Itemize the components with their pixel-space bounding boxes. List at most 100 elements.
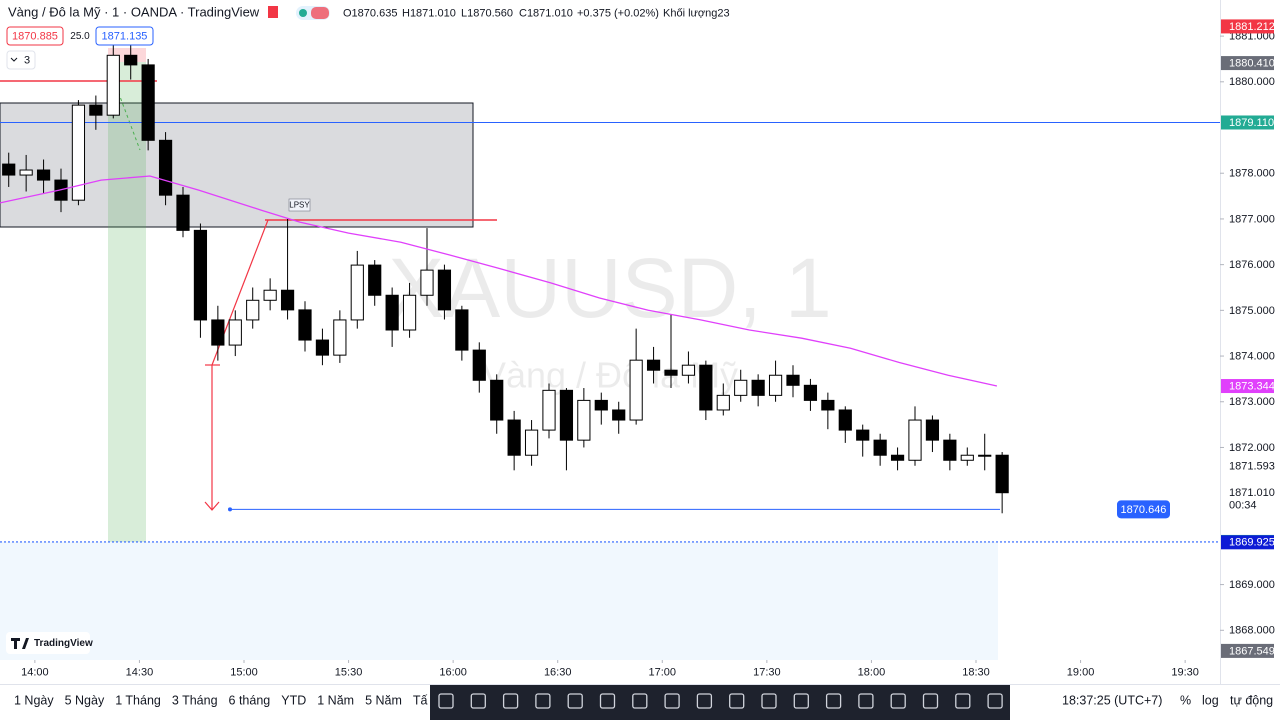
candle-body	[71, 104, 86, 201]
candle-body	[36, 169, 51, 181]
ask[interactable]: 1871.135	[102, 30, 148, 42]
x-tick-label: 18:00	[858, 666, 886, 678]
price-tag	[1221, 115, 1274, 130]
range-button[interactable]: 1 Ngày	[14, 693, 54, 707]
range-button[interactable]: YTD	[281, 693, 306, 707]
range-button[interactable]: 3 Tháng	[172, 693, 218, 707]
bid[interactable]: 1870.885	[12, 30, 58, 42]
symbol-title: Vàng / Đô la Mỹ · 1 · OANDA · TradingVie…	[8, 4, 260, 19]
candle-body	[124, 54, 138, 66]
candle-body	[995, 454, 1009, 494]
range-button[interactable]: 6 tháng	[229, 693, 271, 707]
candle-body	[803, 384, 818, 401]
ohlc-close: C1871.010	[519, 7, 573, 19]
x-tick-label: 15:00	[230, 666, 258, 678]
range-box	[0, 102, 474, 228]
range-button[interactable]: 5 Ngày	[65, 693, 105, 707]
tool-icon[interactable]	[922, 693, 939, 709]
candle-body	[699, 364, 713, 411]
candle-body	[89, 104, 103, 116]
candle-body	[856, 429, 870, 441]
tool-icons	[438, 693, 1003, 709]
tool-icon[interactable]	[438, 693, 454, 709]
x-tick-label: 14:30	[126, 666, 154, 678]
ohlc-high: H1871.010	[402, 7, 456, 19]
tool-icon[interactable]	[470, 693, 486, 709]
candle-body	[908, 419, 922, 461]
candle-body	[524, 429, 539, 456]
candle-body	[751, 379, 765, 396]
price-tag-label: 1867.549	[1229, 645, 1275, 657]
price-tag	[1221, 485, 1274, 500]
candle-body	[246, 299, 260, 321]
range-button[interactable]: 1 Tháng	[115, 693, 161, 707]
tool-icon[interactable]	[729, 693, 745, 709]
candle-body	[141, 64, 155, 141]
tool-icon[interactable]	[632, 693, 648, 709]
candle-body	[420, 269, 434, 296]
x-tick-label: 19:00	[1067, 666, 1095, 678]
long-zone	[108, 62, 146, 542]
ask-box[interactable]	[95, 26, 154, 46]
ohlc-change: +0.375 (+0.02%)	[577, 7, 659, 19]
tool-icon[interactable]	[858, 693, 874, 709]
candle-body	[664, 369, 678, 376]
ohlc-open: O1870.635	[343, 7, 397, 19]
candle-body	[298, 309, 312, 341]
tool-icon[interactable]	[535, 693, 551, 709]
y-tick-label: 1881.000	[1229, 31, 1275, 43]
tool-icon[interactable]	[502, 693, 519, 709]
watermark-sub: Vàng / Đô la Mỹ	[482, 355, 738, 396]
x-tick-label: 17:30	[753, 666, 781, 678]
chevron	[10, 57, 18, 62]
candle-body	[890, 454, 905, 461]
candle-body	[2, 163, 16, 176]
bid-box[interactable]	[6, 26, 64, 46]
price-tag	[1221, 535, 1274, 550]
status-icon	[311, 7, 329, 19]
range-button[interactable]: 5 Năm	[365, 693, 402, 707]
candle-body	[350, 264, 364, 321]
candle-body	[490, 379, 504, 421]
auto-toggle[interactable]: tự động	[1230, 693, 1273, 707]
annotation: LPSY	[289, 201, 310, 210]
log-toggle[interactable]: log	[1202, 693, 1219, 707]
tool-icon[interactable]	[825, 693, 842, 709]
candle-body	[681, 364, 696, 376]
price-tag	[1221, 19, 1274, 34]
candle-body	[106, 54, 120, 116]
price-tag-label: 1881.212	[1229, 21, 1275, 33]
candle-body	[402, 294, 417, 331]
candle-body	[333, 319, 347, 356]
range-button[interactable]: Tấ	[413, 693, 428, 707]
range-button[interactable]: 1 Năm	[317, 693, 354, 707]
tool-icon[interactable]	[890, 693, 906, 709]
candle-body	[19, 169, 33, 176]
underlay: XAUUSD, 1 Vàng / Đô la Mỹ LPSY 1870.646	[0, 48, 1220, 660]
tool-icon[interactable]	[696, 693, 713, 709]
tool-icon[interactable]	[987, 693, 1003, 709]
candle-body	[176, 194, 190, 231]
annotation-box	[288, 198, 311, 212]
indicator-count: 3	[24, 54, 30, 66]
candle-body	[211, 319, 225, 346]
candle-body	[821, 399, 835, 411]
position-label[interactable]: 1870.646	[1121, 504, 1167, 516]
candle-body	[786, 374, 800, 386]
position-label-box[interactable]	[1117, 500, 1170, 519]
indicator-toggle[interactable]	[6, 50, 36, 70]
watermark: XAUUSD, 1	[388, 241, 831, 335]
price-tag	[1221, 379, 1274, 394]
tool-icon[interactable]	[955, 693, 971, 709]
tool-icon[interactable]	[793, 693, 809, 709]
percent-toggle[interactable]: %	[1180, 693, 1191, 707]
x-tick-label: 14:00	[21, 666, 49, 678]
y-tick-label: 1875.000	[1229, 305, 1275, 317]
tool-icon[interactable]	[761, 693, 777, 709]
candle-body	[925, 419, 940, 441]
tool-icon[interactable]	[567, 693, 583, 709]
price-tag-label: 1871.010	[1229, 487, 1275, 499]
tool-icon[interactable]	[599, 693, 616, 709]
tool-icon[interactable]	[664, 693, 680, 709]
